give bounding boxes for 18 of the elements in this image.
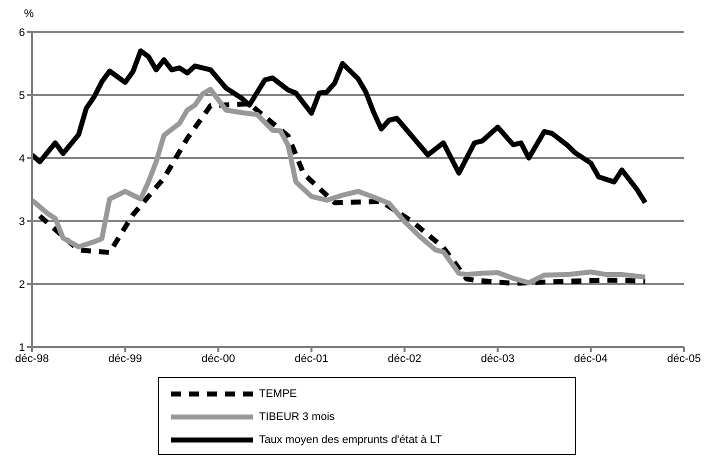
x-tick-label: déc-01 [294, 352, 328, 365]
y-axis-title: % [24, 8, 34, 20]
x-tick-label: déc-00 [201, 352, 236, 365]
x-tick-label: déc-04 [574, 352, 608, 365]
legend-label: TIBEUR 3 mois [259, 410, 335, 422]
y-tick-label: 4 [18, 152, 25, 165]
y-tick-label: 3 [18, 216, 25, 228]
y-tick-label: 2 [18, 278, 25, 291]
x-tick-label: déc-03 [480, 352, 515, 365]
y-tick-label: 1 [18, 342, 25, 354]
y-tick-label: 6 [18, 26, 25, 39]
legend-label: TEMPE [259, 388, 297, 400]
x-tick-label: déc-98 [15, 352, 49, 365]
x-tick-label: déc-02 [388, 352, 422, 365]
x-tick-label: déc-05 [667, 352, 701, 365]
y-tick-label: 5 [18, 90, 25, 102]
x-tick-label: déc-99 [108, 352, 142, 365]
legend-label: Taux moyen des emprunts d'état à LT [259, 434, 442, 446]
